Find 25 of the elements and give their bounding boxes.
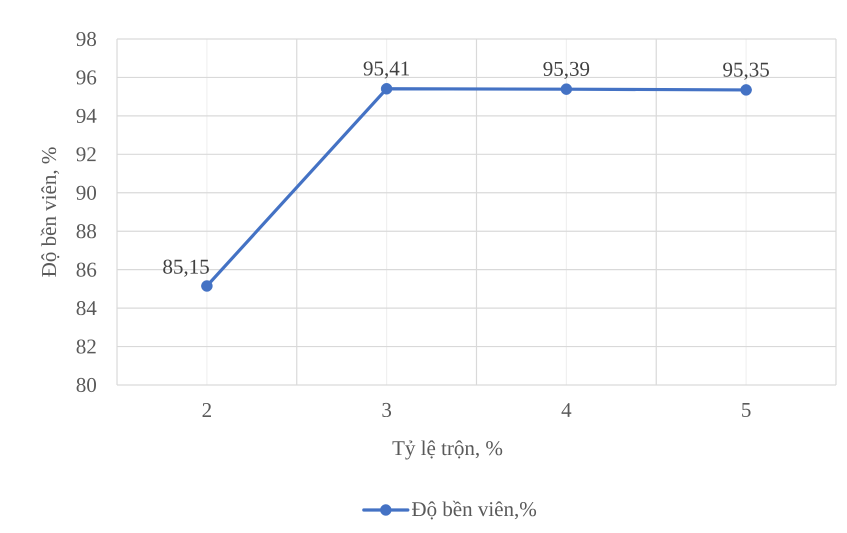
- x-tick-label: 2: [202, 403, 211, 417]
- data-label: 85,15: [163, 260, 209, 277]
- y-tick-label: 90: [76, 186, 96, 200]
- y-tick-label: 94: [76, 108, 96, 123]
- y-tick-label: 86: [76, 262, 96, 277]
- point: [380, 83, 392, 95]
- y-tick-label: 98: [76, 32, 96, 46]
- y-tick-label: 80: [76, 378, 96, 392]
- point: [740, 84, 752, 96]
- point: [201, 280, 213, 292]
- y-tick-label: 92: [76, 147, 96, 162]
- data-label: 95,39: [543, 62, 590, 79]
- x-tick-label: 3: [382, 402, 392, 418]
- y-tick-label: 84: [76, 301, 96, 316]
- y-axis-title: Độ bền viên, %: [40, 147, 60, 277]
- data-label: 95,41: [364, 61, 409, 79]
- y-tick-label: 82: [76, 339, 96, 354]
- y-tick-label: 88: [76, 224, 96, 238]
- y-tick-label: 96: [76, 70, 96, 84]
- x-tick-label: 5: [742, 403, 751, 417]
- x-axis-title: Tỷ lệ trộn, %: [392, 440, 502, 460]
- x-tick-label: 4: [562, 403, 572, 417]
- legend-label: Độ bền viên,%: [412, 500, 536, 520]
- point: [560, 83, 572, 95]
- data-label: 95,35: [723, 62, 769, 80]
